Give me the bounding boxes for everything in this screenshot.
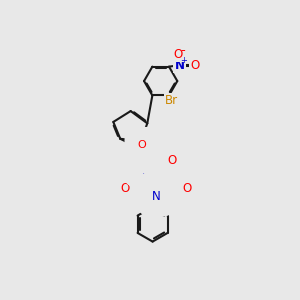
Text: Br: Br — [165, 94, 178, 107]
Text: O: O — [190, 59, 200, 72]
Text: O: O — [138, 140, 147, 150]
Text: O: O — [183, 182, 192, 195]
Text: +: + — [180, 56, 187, 65]
Text: O: O — [174, 48, 183, 61]
Text: N: N — [152, 190, 161, 203]
Text: O: O — [168, 154, 177, 167]
Text: H: H — [136, 165, 143, 176]
Text: N: N — [174, 59, 184, 72]
Text: N: N — [141, 164, 150, 177]
Text: H: H — [147, 152, 155, 162]
Text: -: - — [180, 44, 185, 57]
Text: O: O — [120, 182, 129, 195]
